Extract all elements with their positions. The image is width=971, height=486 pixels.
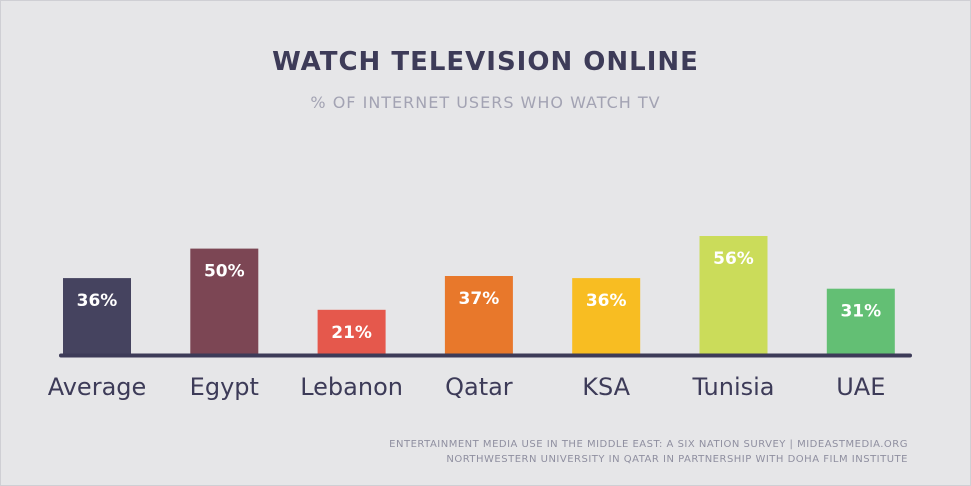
category-label-lebanon: Lebanon	[300, 373, 403, 401]
category-label-uae: UAE	[836, 373, 885, 401]
category-label-tunisia: Tunisia	[692, 373, 775, 401]
chart-subtitle: % OF INTERNET USERS WHO WATCH TV	[310, 93, 661, 112]
source-line-2: NORTHWESTERN UNIVERSITY IN QATAR IN PART…	[446, 454, 908, 465]
bar-uae	[826, 288, 895, 354]
data-label-tunisia: 56%	[713, 249, 754, 269]
bar-egypt	[190, 248, 259, 354]
data-label-ksa: 36%	[586, 291, 627, 311]
category-label-average: Average	[48, 373, 147, 401]
data-label-qatar: 37%	[459, 289, 500, 309]
chart-title: WATCH TELEVISION ONLINE	[272, 47, 699, 77]
bar-qatar	[444, 276, 513, 354]
category-label-qatar: Qatar	[445, 373, 513, 401]
bar-ksa	[572, 278, 641, 354]
data-label-egypt: 50%	[204, 262, 245, 282]
source-line-1: ENTERTAINMENT MEDIA USE IN THE MIDDLE EA…	[389, 439, 908, 450]
data-label-uae: 31%	[840, 302, 881, 322]
bar-lebanon	[317, 309, 386, 355]
data-label-lebanon: 21%	[331, 323, 372, 343]
data-label-average: 36%	[77, 291, 118, 311]
category-label-egypt: Egypt	[190, 373, 259, 401]
bar-average	[63, 278, 131, 354]
category-label-ksa: KSA	[582, 373, 630, 401]
bar-tunisia	[699, 236, 768, 354]
